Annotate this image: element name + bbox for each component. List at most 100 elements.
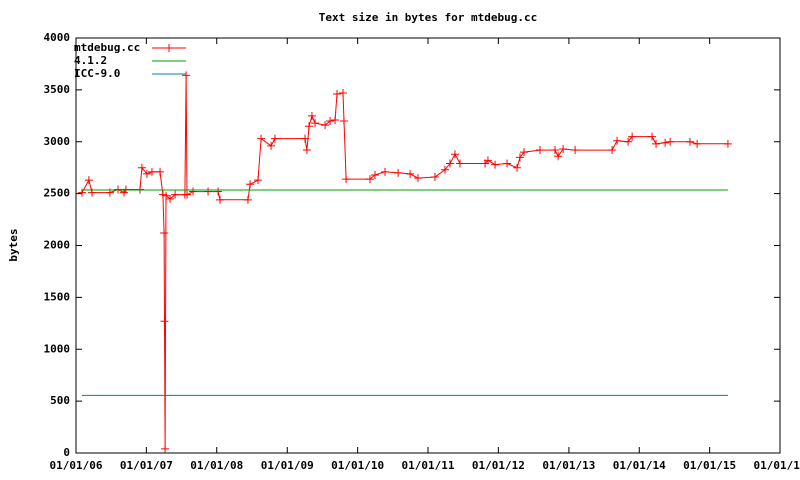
x-tick-label: 01/01/06: [50, 459, 103, 472]
data-point: [121, 185, 130, 194]
data-point: [302, 146, 311, 155]
x-tick-label: 01/01/08: [190, 459, 243, 472]
data-point: [270, 134, 279, 143]
data-point: [339, 117, 348, 125]
data-point: [430, 173, 439, 182]
data-point: [613, 136, 622, 145]
x-tick-label: 01/01/10: [331, 459, 384, 472]
data-point: [333, 90, 342, 99]
data-point: [342, 175, 351, 184]
data-point: [204, 187, 213, 196]
data-point: [652, 139, 661, 148]
data-point: [513, 163, 522, 172]
x-tick-label: 01/01/09: [261, 459, 314, 472]
data-point: [305, 122, 314, 131]
data-point: [253, 176, 262, 185]
data-point: [370, 170, 379, 179]
data-point: [156, 167, 165, 176]
data-point: [503, 159, 512, 168]
data-point: [214, 187, 223, 196]
data-point: [456, 159, 464, 168]
legend-marker: [165, 44, 173, 52]
y-tick-label: 3000: [44, 135, 71, 148]
data-point: [413, 174, 422, 183]
data-point: [536, 146, 544, 155]
x-tick-label: 01/01/15: [683, 459, 736, 472]
data-point: [183, 190, 192, 199]
data-point: [246, 180, 255, 189]
data-point: [440, 165, 449, 174]
data-point: [559, 145, 568, 154]
data-point: [693, 139, 702, 148]
data-point: [301, 134, 310, 143]
data-point: [551, 146, 560, 155]
data-point: [166, 194, 175, 203]
x-tick-label: 01/01/13: [542, 459, 595, 472]
data-point: [608, 146, 617, 155]
y-tick-label: 1500: [44, 290, 71, 303]
data-point: [571, 146, 580, 155]
data-point: [114, 185, 123, 194]
data-point: [162, 191, 171, 200]
data-point: [147, 167, 156, 176]
data-point: [483, 156, 492, 165]
data-point: [160, 229, 169, 238]
legend-label: mtdebug.cc: [74, 41, 140, 54]
data-point: [137, 163, 146, 172]
y-tick-label: 0: [63, 446, 70, 459]
x-tick-label: 01/01/11: [402, 459, 455, 472]
data-point: [450, 150, 459, 159]
data-point: [491, 160, 500, 169]
y-axis-label: bytes: [7, 228, 20, 261]
data-point: [685, 137, 694, 146]
data-point: [326, 117, 335, 125]
y-tick-label: 4000: [44, 31, 71, 44]
data-point: [257, 134, 266, 143]
x-tick-label: 01/01/12: [472, 459, 525, 472]
data-point: [331, 115, 340, 124]
data-point: [142, 169, 151, 178]
data-point: [243, 195, 252, 204]
data-point: [365, 175, 374, 184]
data-point: [267, 141, 276, 150]
y-tick-label: 2500: [44, 187, 71, 200]
data-point: [160, 317, 169, 326]
data-point: [624, 137, 633, 146]
y-tick-label: 500: [50, 394, 70, 407]
data-point: [171, 190, 180, 199]
y-tick-label: 3500: [44, 83, 71, 96]
data-point: [520, 148, 528, 157]
data-point: [648, 132, 656, 141]
data-point: [136, 185, 144, 194]
y-tick-label: 2000: [44, 239, 71, 252]
chart-title: Text size in bytes for mtdebug.cc: [319, 11, 538, 24]
data-point: [216, 195, 224, 204]
data-point: [394, 168, 403, 177]
data-point: [311, 119, 320, 128]
data-point: [161, 444, 170, 453]
data-point: [445, 159, 454, 168]
data-point: [515, 153, 524, 162]
data-point: [628, 132, 637, 141]
x-tick-label: 01/01/16: [754, 459, 800, 472]
data-point: [723, 139, 732, 148]
data-point: [554, 152, 563, 161]
data-point: [77, 188, 86, 197]
data-point: [307, 111, 316, 120]
x-tick-label: 01/01/14: [613, 459, 666, 472]
legend-label: 4.1.2: [74, 54, 107, 67]
data-point: [661, 138, 670, 147]
data-point: [182, 71, 191, 80]
x-tick-label: 01/01/07: [120, 459, 173, 472]
y-tick-label: 1000: [44, 342, 71, 355]
data-point: [321, 121, 330, 130]
data-point: [189, 187, 198, 196]
data-point: [406, 169, 415, 178]
data-point: [84, 176, 93, 185]
data-point: [381, 167, 390, 176]
data-point: [666, 137, 675, 146]
data-point: [338, 88, 347, 97]
legend-label: ICC-9.0: [74, 67, 120, 80]
